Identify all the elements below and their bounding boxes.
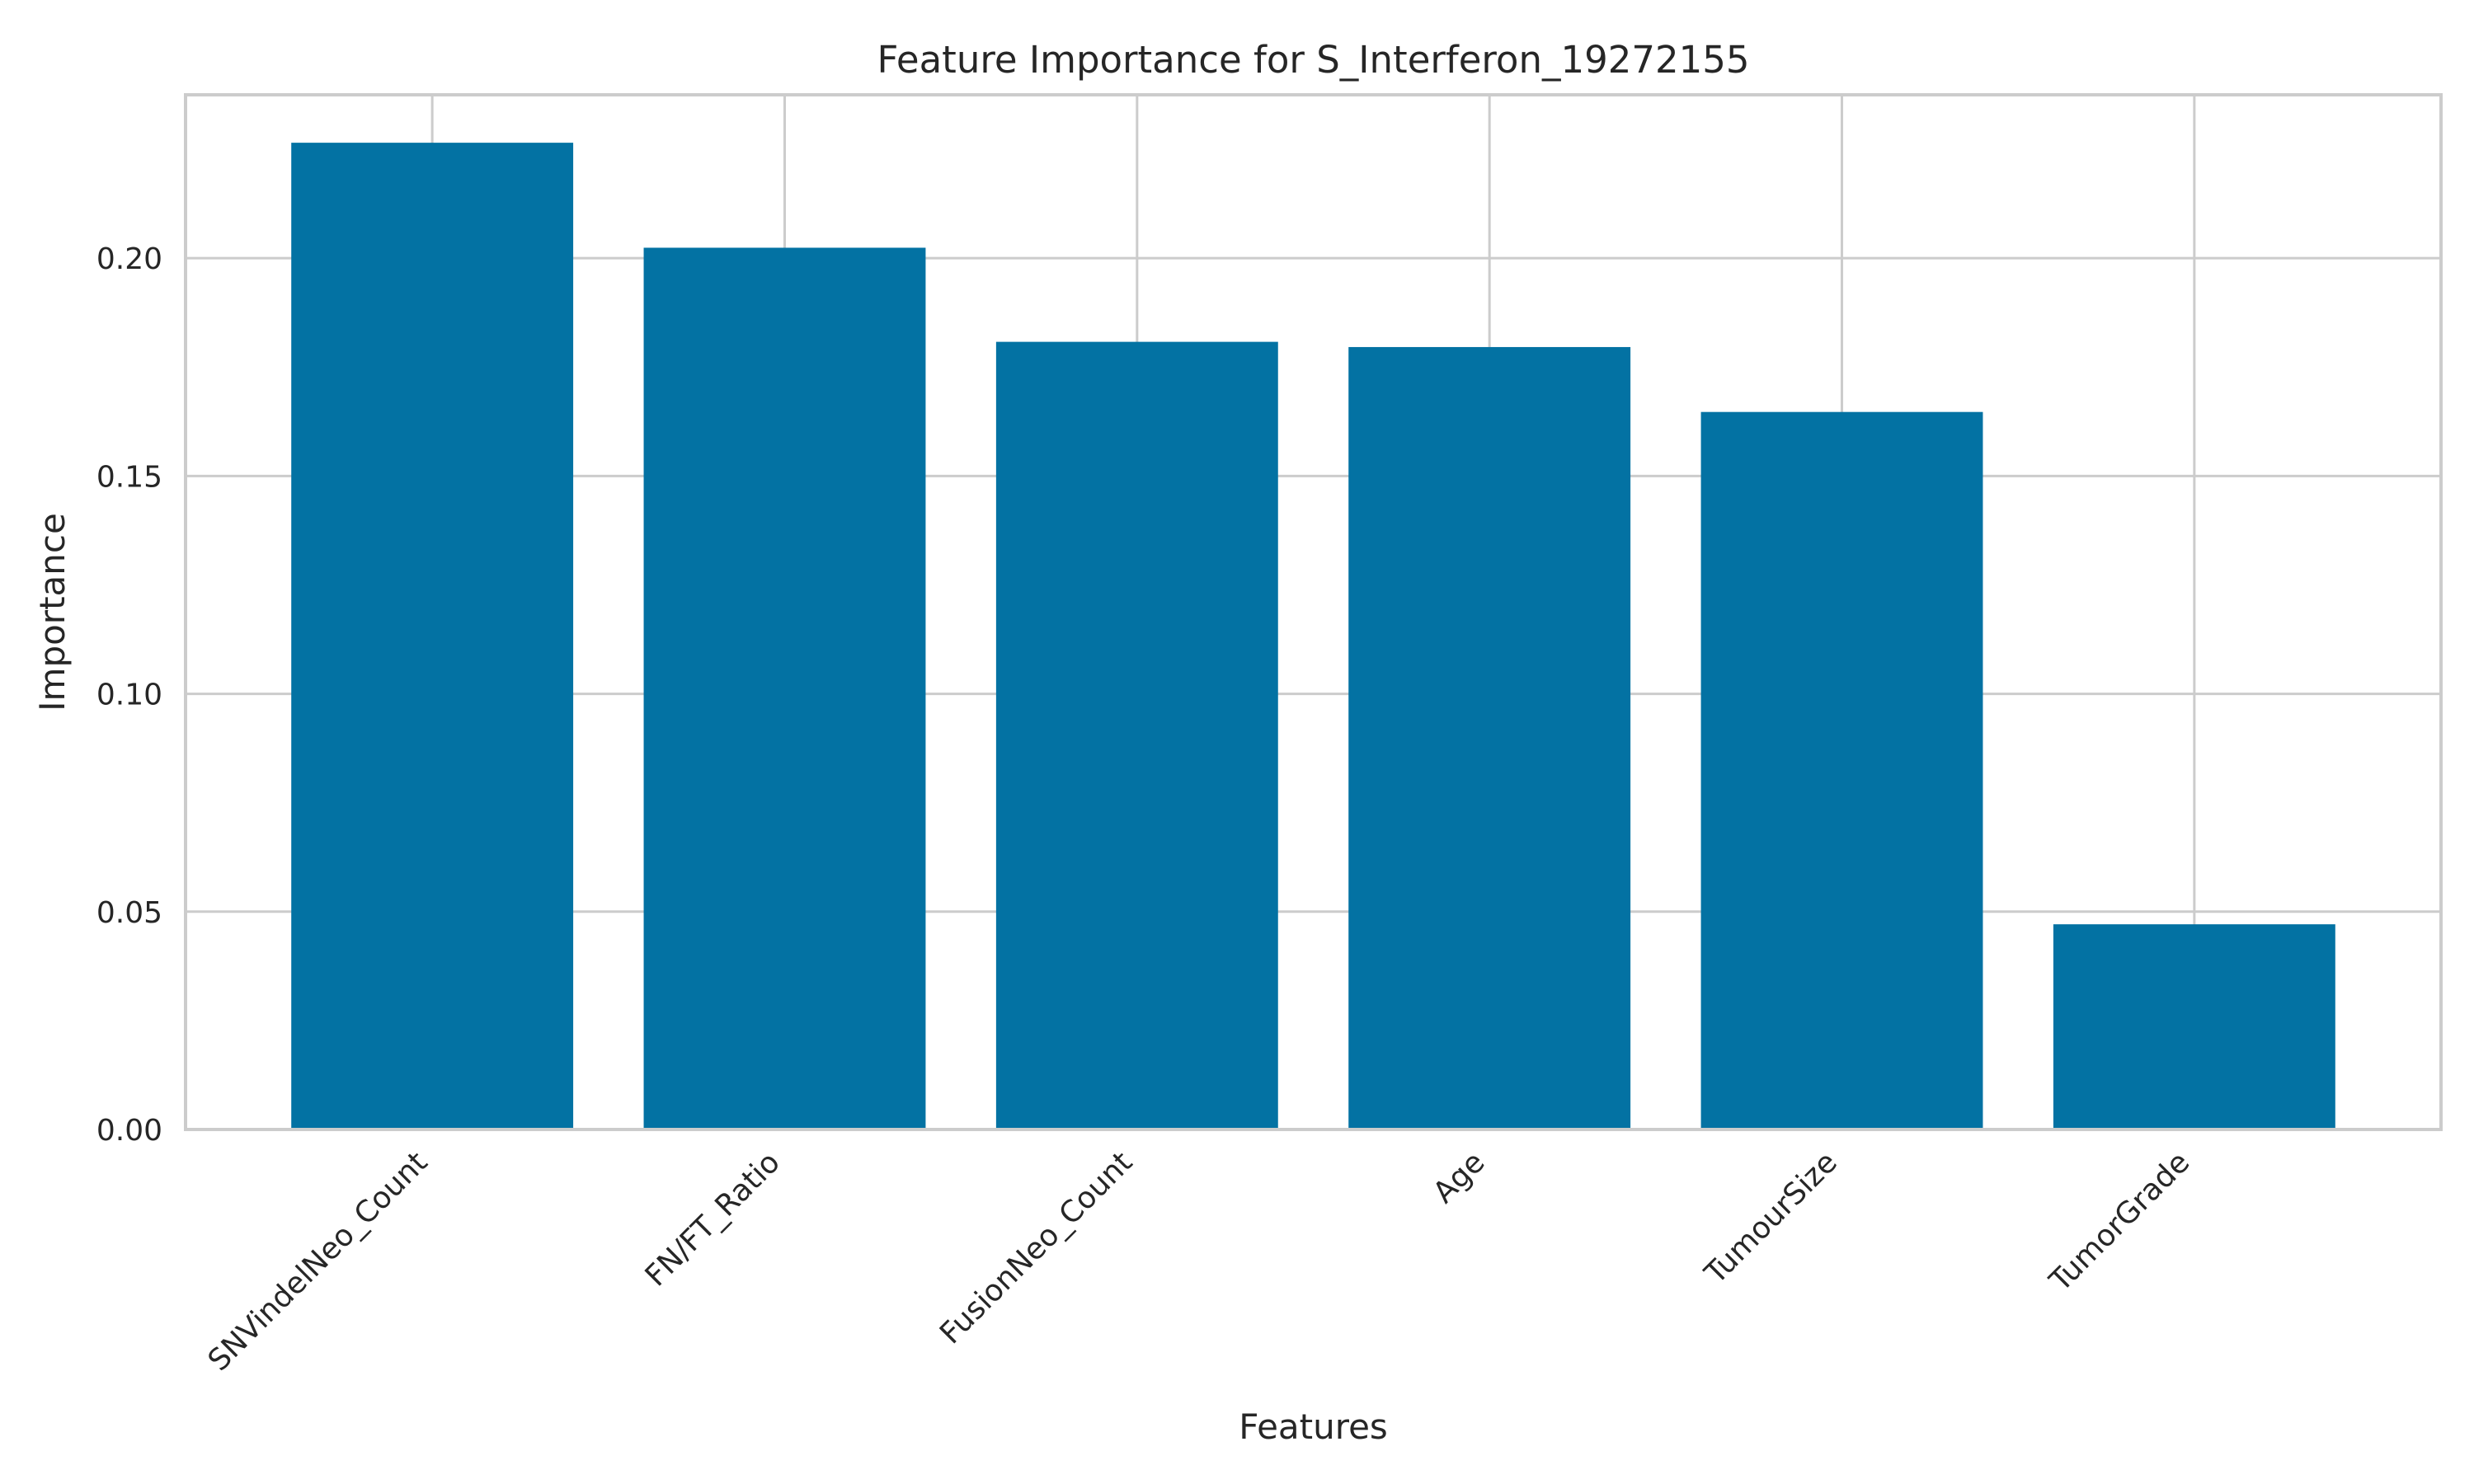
bar-fusionneo-count [995,341,1278,1129]
y-tick-label: 0.10 [96,679,162,712]
bar-fn-ft-ratio [643,247,926,1129]
x-axis-label: Features [1239,1407,1388,1447]
bar-age [1348,346,1631,1129]
bar-snvindelneo-count [291,143,574,1129]
y-axis-label: Importance [32,513,73,711]
bar-tumorgrade [2053,924,2335,1129]
y-tick-label: 0.15 [96,460,162,494]
bar-tumoursize [1700,411,1983,1129]
bars [291,143,2335,1129]
y-tick-label: 0.05 [96,896,162,930]
y-tick-label: 0.00 [96,1114,162,1148]
plot-frame [184,93,2443,1131]
y-tick-labels: 0.00 0.05 0.10 0.15 0.20 [96,242,162,1148]
chart-title: Feature Importance for S_Interferon_1927… [877,38,1749,82]
y-tick-label: 0.20 [96,242,162,276]
